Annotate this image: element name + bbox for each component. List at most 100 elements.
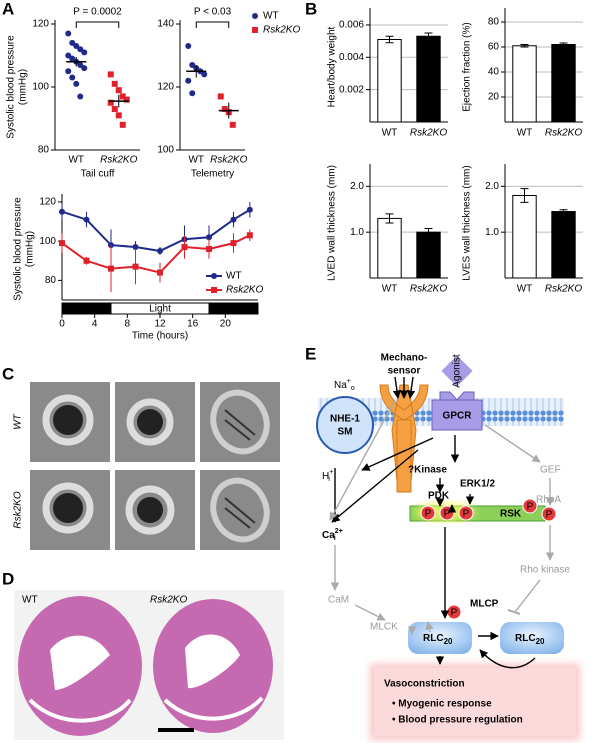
legend-marker: [211, 273, 217, 279]
y-tick-label: 100: [32, 82, 49, 93]
outcome-item: • Myogenic response: [392, 699, 492, 710]
node-label: Agonist: [452, 354, 463, 388]
ion-base: H: [322, 471, 329, 482]
node-sub: 20: [536, 637, 545, 646]
y-tick-label: 0.004: [339, 52, 364, 63]
legend-label: WT: [263, 11, 279, 22]
error-bar: [385, 213, 394, 224]
y-axis-label: Heart/body weight: [327, 26, 338, 107]
data-point: [230, 216, 237, 223]
node-base: RLC: [423, 633, 444, 644]
error-bar: [424, 228, 433, 237]
data-point: [111, 106, 118, 113]
annotation: P < 0.03: [194, 7, 232, 18]
data-point: [217, 93, 224, 100]
x-tick-label: Rsk2KO: [545, 128, 582, 139]
data-point: [73, 80, 80, 87]
node-label: SM: [338, 427, 353, 438]
node-label: NHE-1: [330, 414, 360, 425]
data-point: [206, 234, 212, 241]
ion-label: Na+o: [334, 378, 355, 392]
x-axis-label: Time (hours): [132, 331, 188, 342]
period-label: Light: [149, 304, 171, 315]
bar: [377, 39, 402, 123]
outcome-title: Vasoconstriction: [384, 679, 465, 690]
legend-label: Rsk2KO: [263, 25, 300, 36]
ion-sup: 2+: [335, 528, 343, 535]
panel-label: B: [305, 0, 317, 18]
y-axis-label: Systolic blood pressure: [6, 35, 17, 139]
x-tick-label: WT: [382, 128, 398, 139]
ion-base: Ca: [322, 530, 335, 541]
y-axis-label: (mmHg): [18, 69, 29, 105]
panel-label: C: [2, 364, 14, 383]
node-sub: 20: [444, 637, 453, 646]
x-tick-label: Rsk2KO: [100, 155, 137, 166]
legend-label: Rsk2KO: [226, 285, 263, 296]
data-point: [65, 30, 72, 37]
data-point: [157, 247, 163, 254]
x-tick-label: 0: [59, 319, 65, 330]
y-tick-label: 80: [45, 275, 57, 286]
legend-marker: [252, 27, 258, 33]
image-label: Rsk2KO: [150, 595, 187, 606]
image-label: WT: [22, 595, 38, 606]
y-tick-label: 100: [39, 236, 56, 247]
data-point: [246, 232, 253, 239]
node-label: Mechano-: [381, 353, 428, 364]
bar: [551, 44, 576, 123]
data-point: [119, 93, 126, 100]
x-tick-label: WT: [188, 155, 204, 166]
x-axis-label: Telemetry: [191, 169, 234, 180]
node-base: RLC: [515, 633, 536, 644]
error-bar: [424, 32, 433, 40]
node-label: ?Kinase: [408, 465, 447, 476]
error-bar: [520, 188, 529, 203]
data-point: [107, 99, 114, 106]
data-point: [230, 240, 237, 247]
phospho-label: P: [527, 502, 534, 513]
node-label: sensor: [388, 366, 421, 377]
data-point: [65, 68, 72, 75]
data-point: [221, 106, 228, 113]
node-label: Rho kinase: [520, 565, 570, 576]
data-point: [157, 269, 163, 276]
row-label: WT: [13, 413, 24, 429]
ion-sup: +: [347, 378, 351, 385]
data-point: [83, 216, 90, 223]
significance-bracket: [195, 21, 230, 28]
bar: [416, 231, 441, 279]
y-tick-label: 0.006: [339, 20, 364, 31]
x-tick-label: 12: [154, 319, 166, 330]
data-point: [59, 240, 65, 247]
data-point: [69, 74, 76, 81]
data-point: [189, 90, 196, 97]
pathway-diagram: [316, 355, 580, 740]
data-point: [107, 71, 114, 78]
x-tick-label: Rsk2KO: [545, 284, 582, 295]
legend-marker: [252, 13, 258, 19]
y-tick-label: 80: [488, 17, 500, 28]
phospho-label: P: [546, 510, 553, 521]
ion-sub: i: [334, 535, 336, 542]
x-tick-label: WT: [517, 128, 533, 139]
x-tick-label: WT: [68, 155, 84, 166]
y-tick-label: 80: [38, 145, 50, 156]
y-axis-label: (mmHg): [25, 231, 36, 267]
y-tick-label: 120: [157, 82, 174, 93]
data-point: [185, 77, 192, 84]
panel-label: E: [305, 344, 316, 363]
bar: [551, 211, 576, 279]
x-tick-label: 20: [220, 319, 232, 330]
row-label: Rsk2KO: [13, 491, 24, 528]
panel-label: A: [2, 0, 14, 18]
bar: [512, 195, 537, 279]
y-tick-label: 60: [488, 42, 500, 53]
x-tick-label: WT: [517, 284, 533, 295]
data-point: [108, 265, 114, 272]
y-tick-label: 2.0: [485, 181, 499, 192]
annotation: P = 0.0002: [73, 7, 122, 18]
period-label: Dark: [76, 304, 98, 315]
period-bar: [208, 302, 259, 315]
ion-sub: o: [351, 385, 355, 392]
